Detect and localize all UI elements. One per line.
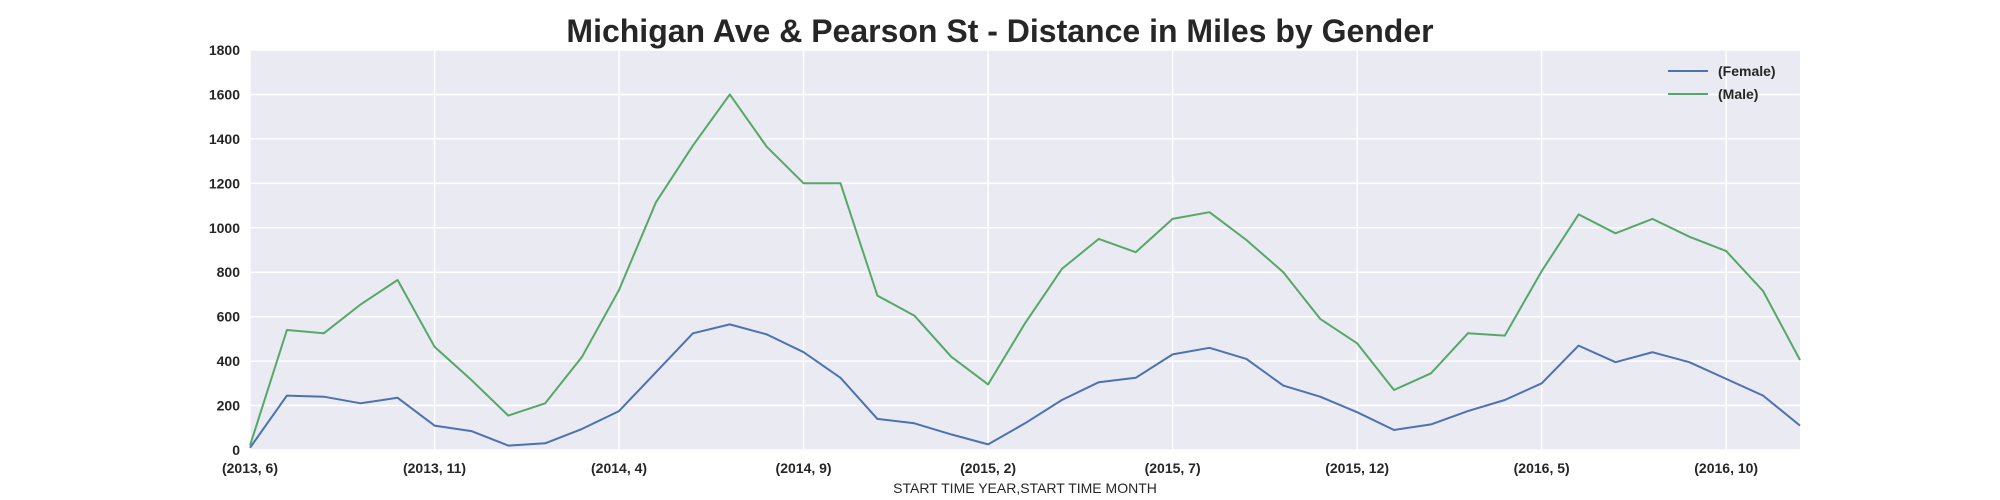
y-tick-label: 1600 xyxy=(209,86,240,102)
grid-lines xyxy=(249,49,1800,451)
series-line-male xyxy=(249,93,1801,446)
y-tick-label: 400 xyxy=(217,353,241,369)
x-tick-label: (2014, 4) xyxy=(591,460,647,476)
x-tick-label: (2016, 5) xyxy=(1514,460,1570,476)
y-tick-label: 1200 xyxy=(209,175,240,191)
series-lines xyxy=(249,93,1801,449)
x-tick-label: (2015, 7) xyxy=(1145,460,1201,476)
x-tick-labels: (2013, 6) (2013, 11) (2014, 4) (2014, 9) (20… xyxy=(222,460,1758,476)
series-line-female xyxy=(249,323,1801,449)
x-tick-label: (2015, 12) xyxy=(1325,460,1389,476)
y-tick-label: 600 xyxy=(217,309,241,325)
y-tick-label: 0 xyxy=(232,442,240,458)
y-tick-label: 200 xyxy=(217,398,241,414)
x-tick-label: (2013, 11) xyxy=(403,460,466,476)
x-tick-label: (2015, 2) xyxy=(960,460,1016,476)
legend-label: (Male) xyxy=(1718,86,1758,102)
x-tick-label: (2013, 6) xyxy=(222,460,278,476)
y-tick-labels: 0 200 400 600 800 1000 1200 1400 1600 1800 xyxy=(209,42,240,458)
y-tick-label: 1800 xyxy=(209,42,240,58)
x-tick-label: (2014, 9) xyxy=(776,460,832,476)
y-tick-label: 800 xyxy=(217,264,241,280)
y-tick-label: 1000 xyxy=(209,220,240,236)
legend: (Female) (Male) xyxy=(1668,63,1776,102)
x-axis-label: START TIME YEAR,START TIME MONTH xyxy=(893,480,1157,496)
legend-label: (Female) xyxy=(1718,63,1776,79)
x-tick-label: (2016, 10) xyxy=(1694,460,1758,476)
chart-title: Michigan Ave & Pearson St - Distance in … xyxy=(566,13,1433,49)
y-tick-label: 1400 xyxy=(209,131,240,147)
